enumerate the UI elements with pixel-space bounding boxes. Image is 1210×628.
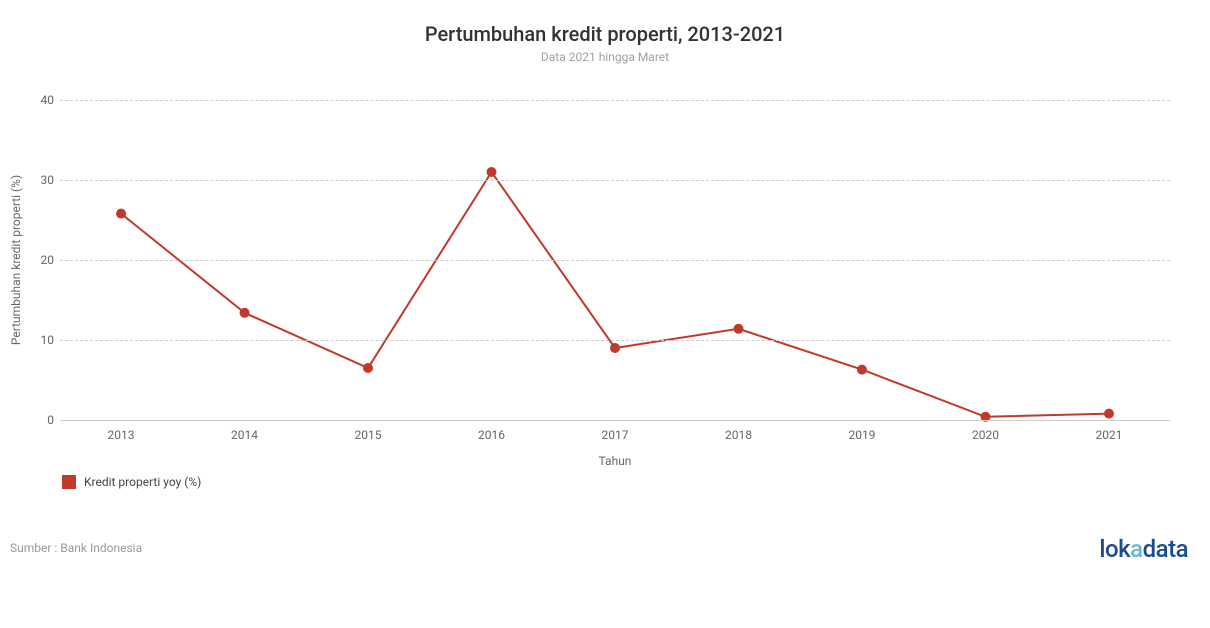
data-point	[610, 343, 620, 353]
gridline	[60, 180, 1170, 181]
y-tick-label: 30	[30, 173, 54, 187]
data-point	[363, 363, 373, 373]
x-tick-label: 2016	[478, 428, 505, 442]
plot-area: Pertumbuhan kredit properti (%) Tahun 01…	[60, 100, 1170, 420]
x-tick-label: 2018	[725, 428, 752, 442]
x-tick-label: 2019	[848, 428, 875, 442]
brand-logo: lokadata	[1099, 535, 1188, 563]
y-tick-label: 10	[30, 333, 54, 347]
data-point	[116, 209, 126, 219]
data-point	[1104, 409, 1114, 419]
gridline	[60, 100, 1170, 101]
legend-swatch	[62, 475, 76, 489]
y-tick-label: 20	[30, 253, 54, 267]
y-tick-label: 0	[30, 413, 54, 427]
x-tick-label: 2020	[972, 428, 999, 442]
data-point	[240, 308, 250, 318]
brand-part2: a	[1130, 535, 1142, 563]
chart-title: Pertumbuhan kredit properti, 2013-2021	[0, 0, 1210, 46]
legend: Kredit properti yoy (%)	[62, 475, 201, 489]
x-tick-label: 2014	[231, 428, 258, 442]
x-tick-label: 2015	[355, 428, 382, 442]
brand-part1: lok	[1099, 535, 1130, 563]
y-axis-label: Pertumbuhan kredit properti (%)	[9, 175, 23, 345]
series-line	[121, 172, 1109, 417]
gridline	[60, 340, 1170, 341]
brand-part3: data	[1143, 535, 1188, 563]
x-axis-label: Tahun	[599, 454, 632, 468]
data-point	[733, 324, 743, 334]
legend-label: Kredit properti yoy (%)	[84, 475, 201, 489]
source-text: Sumber : Bank Indonesia	[10, 541, 142, 555]
chart-subtitle: Data 2021 hingga Maret	[0, 46, 1210, 64]
data-point	[857, 365, 867, 375]
y-tick-label: 40	[30, 93, 54, 107]
gridline	[60, 260, 1170, 261]
x-tick-label: 2013	[108, 428, 135, 442]
x-tick-label: 2021	[1095, 428, 1122, 442]
x-tick-label: 2017	[602, 428, 629, 442]
gridline	[60, 420, 1170, 421]
chart-container: Pertumbuhan kredit properti, 2013-2021 D…	[0, 0, 1210, 628]
data-point	[487, 167, 497, 177]
